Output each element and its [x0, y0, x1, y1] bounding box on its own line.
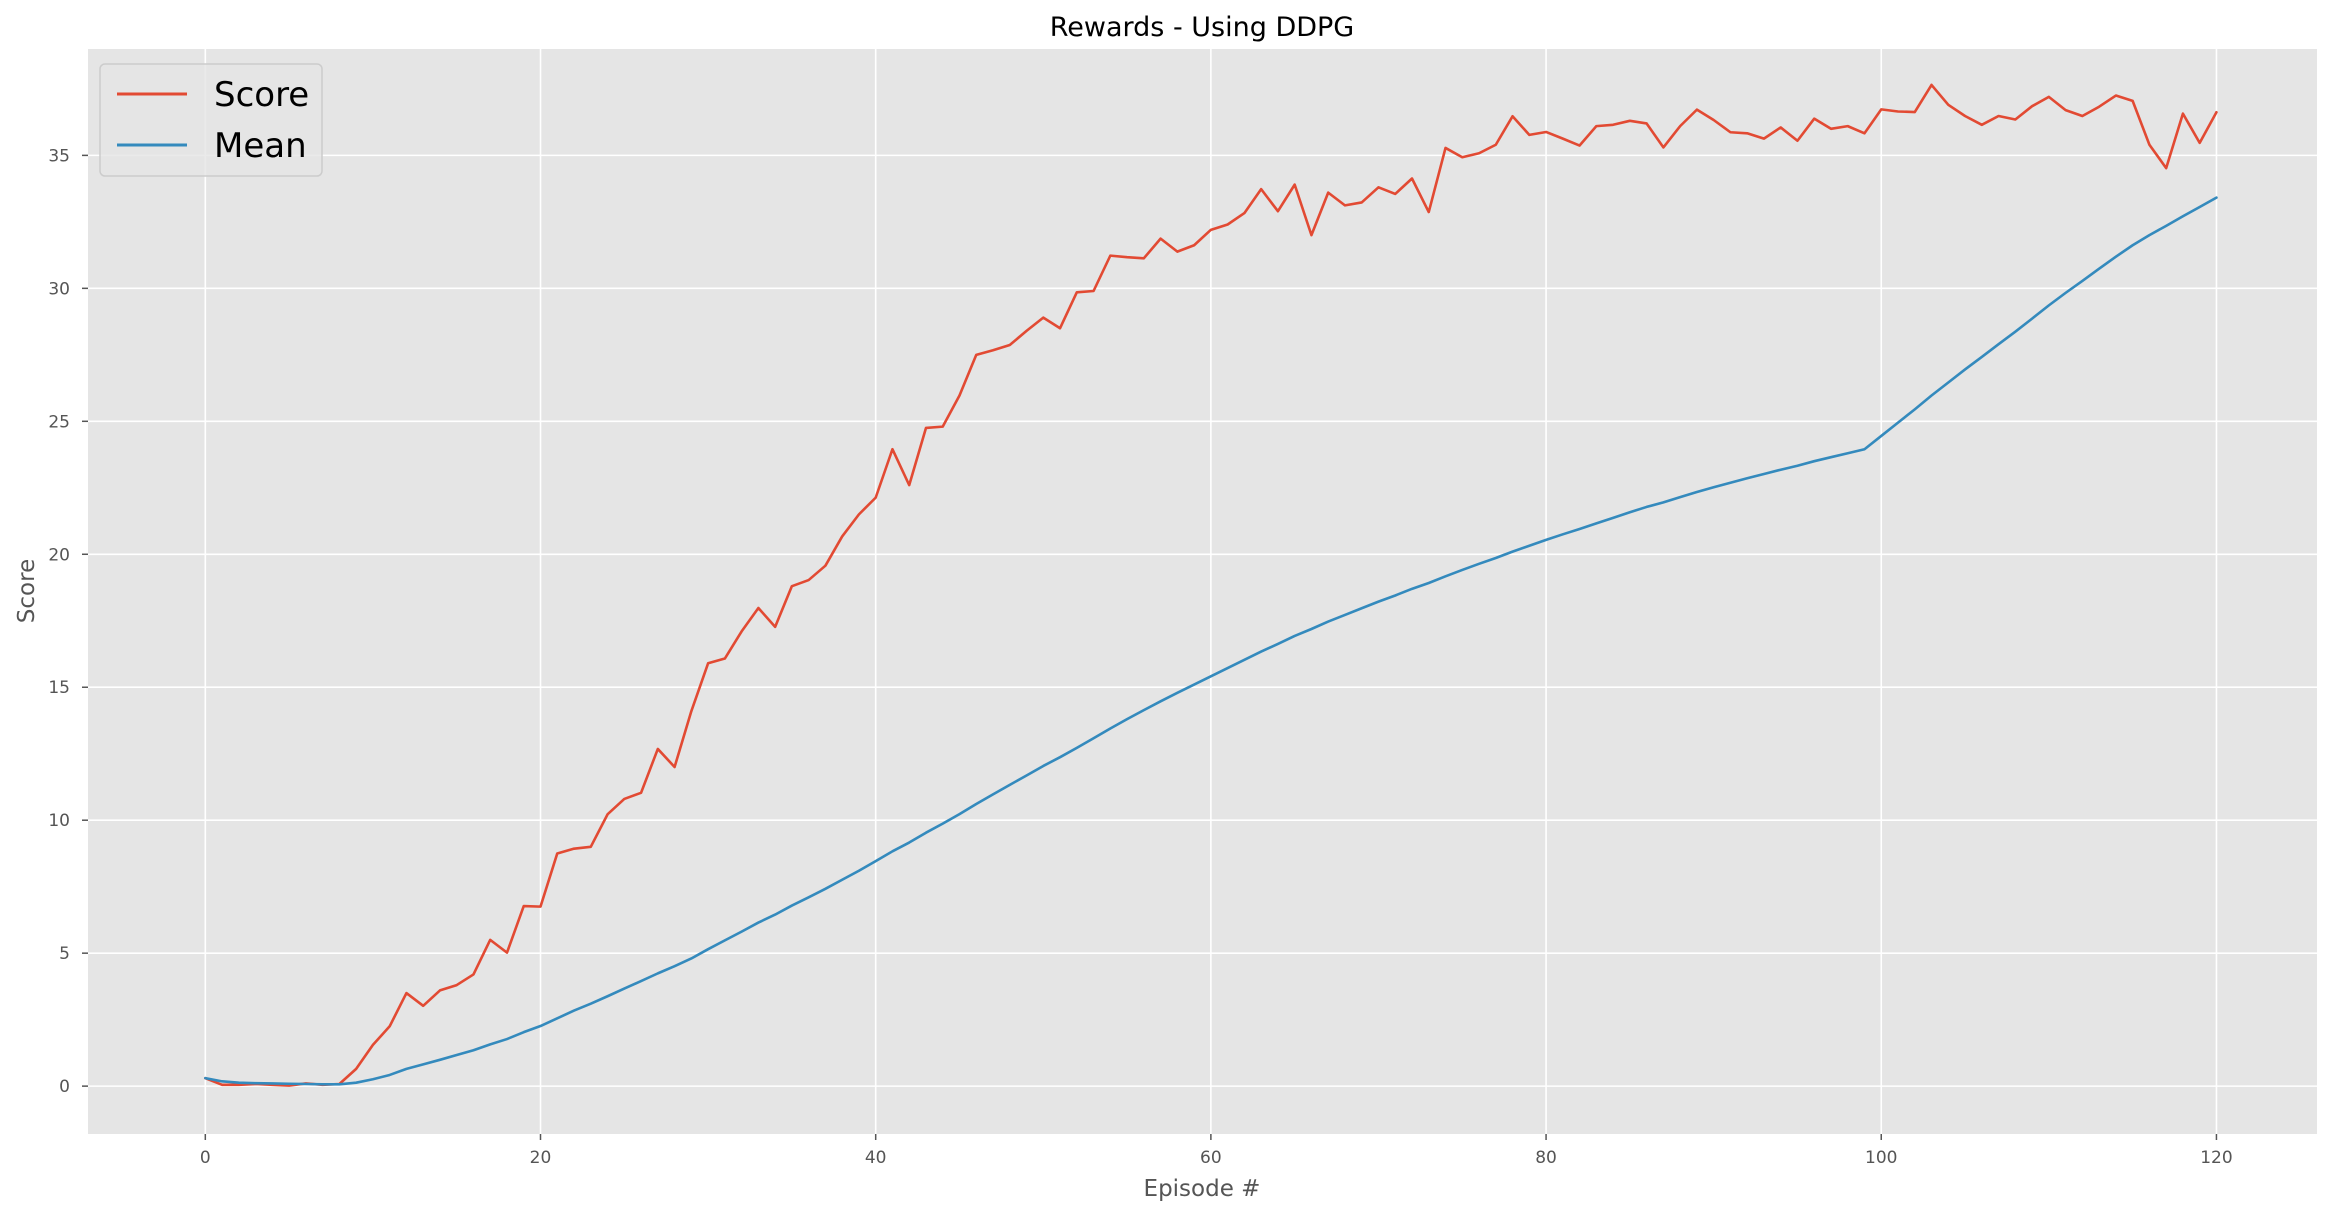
y-tick-label: 20 — [48, 545, 70, 565]
y-tick-label: 0 — [59, 1077, 70, 1097]
series-line-score — [204, 83, 2218, 1087]
x-tick-label: 80 — [1535, 1148, 1557, 1168]
y-tick-label: 15 — [48, 678, 70, 698]
legend-box — [99, 63, 323, 177]
series-lines — [204, 83, 2218, 1087]
legend-label-score: Score — [214, 75, 309, 115]
series-line-mean — [204, 196, 2218, 1086]
y-tick-label: 5 — [59, 944, 70, 964]
x-tick-label: 100 — [1865, 1148, 1897, 1168]
chart-title: Rewards - Using DDPG — [1050, 12, 1354, 43]
x-tick-label: 60 — [1200, 1148, 1222, 1168]
y-axis-label: Score — [14, 559, 40, 623]
x-tick-label: 20 — [530, 1148, 552, 1168]
legend: Score Mean — [99, 63, 323, 177]
x-axis-label: Episode # — [1144, 1176, 1261, 1202]
grid-lines — [88, 49, 2317, 1134]
x-tick-label: 120 — [2200, 1148, 2232, 1168]
x-tick-label: 40 — [865, 1148, 887, 1168]
y-tick-label: 35 — [48, 146, 70, 166]
plot-background — [88, 49, 2317, 1134]
x-tick-label: 0 — [200, 1148, 211, 1168]
legend-label-mean: Mean — [214, 126, 307, 166]
y-tick-label: 10 — [48, 811, 70, 831]
axis-ticks: 0 20 40 60 80 100 120 0 5 10 15 20 25 30 35 — [48, 146, 2232, 1168]
y-tick-label: 25 — [48, 412, 70, 432]
y-tick-label: 30 — [48, 279, 70, 299]
